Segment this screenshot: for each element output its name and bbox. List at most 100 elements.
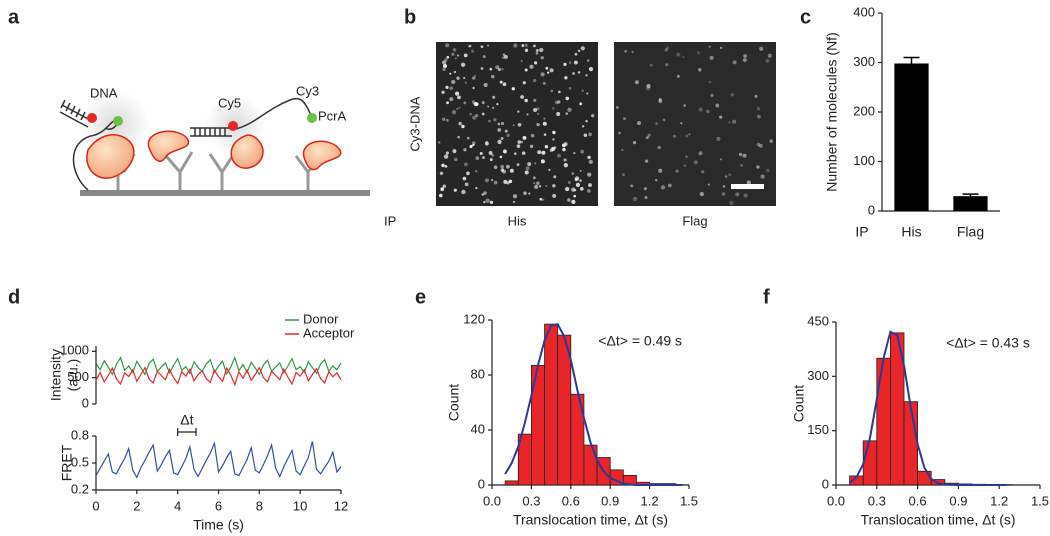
spot xyxy=(481,193,484,196)
spot xyxy=(730,93,734,97)
spot xyxy=(756,165,760,169)
spot xyxy=(520,140,524,144)
x-tick-label: 0.9 xyxy=(949,493,967,508)
spot xyxy=(512,194,518,199)
spot xyxy=(451,52,455,56)
spot xyxy=(543,133,547,136)
spot xyxy=(514,152,517,155)
spot xyxy=(542,121,547,126)
spot xyxy=(530,133,535,138)
spot xyxy=(580,149,585,154)
x-axis-label: Time (s) xyxy=(193,517,244,533)
spot xyxy=(552,193,557,198)
diagram-label: Cy5 xyxy=(218,95,241,110)
spot xyxy=(756,107,761,111)
spot xyxy=(621,148,624,152)
spot xyxy=(533,181,536,185)
spot xyxy=(557,153,561,158)
spot xyxy=(732,60,737,65)
spot xyxy=(548,168,551,171)
spot xyxy=(503,179,508,184)
spot xyxy=(631,50,634,54)
spot xyxy=(536,112,540,115)
x-tick-label: 4 xyxy=(174,498,181,513)
spot xyxy=(535,51,539,55)
spot xyxy=(449,86,453,90)
spot xyxy=(644,196,648,200)
spot xyxy=(532,176,536,180)
bar xyxy=(953,196,988,211)
spot xyxy=(634,80,639,85)
spot xyxy=(706,109,710,114)
y-tick-label: 0.2 xyxy=(71,481,89,496)
spot xyxy=(698,68,702,72)
spot xyxy=(451,79,456,85)
spot xyxy=(765,58,770,63)
spot xyxy=(769,139,773,143)
spot xyxy=(716,136,721,141)
spot xyxy=(464,162,468,167)
spot xyxy=(575,182,581,187)
spot xyxy=(738,152,743,157)
spot xyxy=(683,104,686,107)
spot xyxy=(539,197,543,201)
spot xyxy=(708,45,711,48)
error-bar xyxy=(903,56,920,64)
spot xyxy=(506,133,510,138)
spot xyxy=(618,131,621,135)
spot xyxy=(524,43,528,47)
spot xyxy=(621,173,625,177)
spot xyxy=(497,122,501,126)
spot xyxy=(488,151,493,155)
y-tick-label: 1000 xyxy=(60,343,89,358)
spot xyxy=(622,117,626,121)
spot xyxy=(533,98,537,102)
spot xyxy=(683,164,687,168)
spot xyxy=(536,107,540,111)
spot xyxy=(729,200,734,206)
spot xyxy=(441,90,445,94)
diagram-label: PcrA xyxy=(318,108,347,123)
spot xyxy=(676,52,681,57)
spot xyxy=(481,101,485,105)
spot xyxy=(646,86,651,91)
y-tick-label: 80 xyxy=(471,366,485,381)
x-tick-label: 0.6 xyxy=(562,493,580,508)
spot xyxy=(544,145,549,149)
spot xyxy=(743,54,747,58)
spot xyxy=(524,48,529,52)
spot xyxy=(489,67,493,71)
y-axis-label: Count xyxy=(446,384,462,421)
spot xyxy=(480,45,484,48)
spot xyxy=(533,107,538,112)
spot xyxy=(579,186,584,191)
spot xyxy=(525,166,530,171)
spot xyxy=(502,169,507,174)
spot xyxy=(540,159,545,164)
spot xyxy=(743,193,748,198)
spot xyxy=(553,175,557,179)
y-tick-label: 0 xyxy=(868,202,875,217)
x-tick-label: 0.0 xyxy=(483,493,501,508)
x-prefix: IP xyxy=(855,224,868,240)
spot xyxy=(524,98,528,103)
spot xyxy=(557,100,561,104)
spot xyxy=(573,151,576,155)
spot xyxy=(587,189,591,193)
spot xyxy=(500,121,505,126)
spot xyxy=(564,76,568,80)
spot xyxy=(735,192,740,197)
spot xyxy=(460,62,466,67)
spot xyxy=(563,158,567,162)
spot xyxy=(442,184,447,189)
spot xyxy=(457,95,461,100)
spot xyxy=(688,133,691,136)
spot xyxy=(574,52,578,56)
spot xyxy=(444,164,448,168)
spot xyxy=(567,107,572,113)
spot xyxy=(458,106,461,109)
antibodies xyxy=(100,149,322,190)
spot xyxy=(512,200,516,204)
spot xyxy=(724,175,728,178)
spot xyxy=(521,44,525,47)
